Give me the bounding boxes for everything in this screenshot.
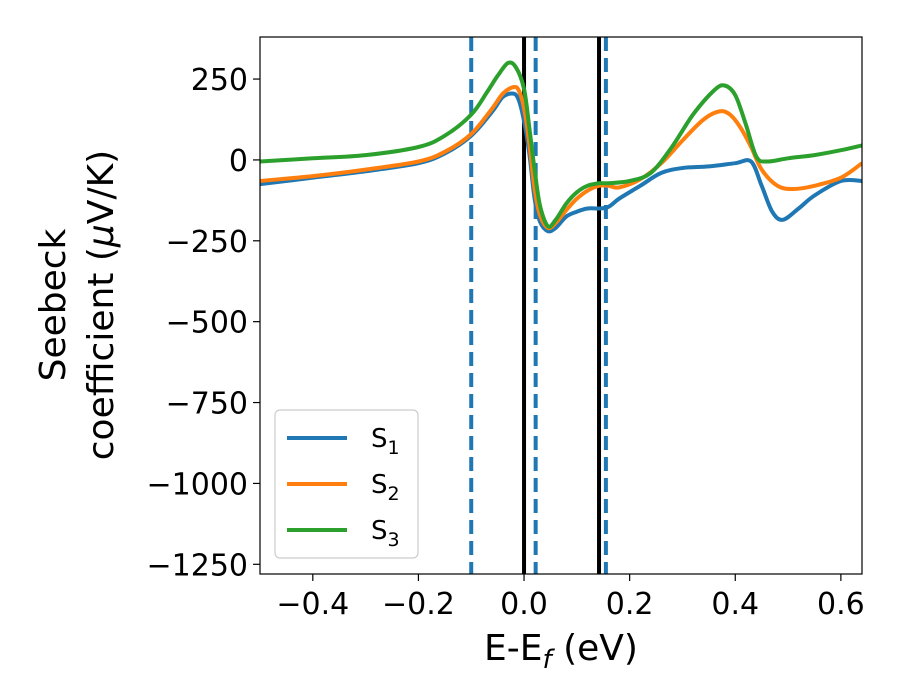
x-tick-label: 0.0	[500, 587, 548, 622]
x-tick-label: −0.4	[276, 587, 349, 622]
y-tick-label: −250	[166, 225, 248, 260]
y-axis-label-line1: Seebeck	[33, 228, 74, 381]
y-tick-label: −1000	[147, 467, 248, 502]
x-tick-label: 0.6	[817, 587, 865, 622]
series-lines	[260, 60, 862, 234]
y-ticks: 250 0 −250 −500 −750 −1000 −1250	[147, 63, 260, 583]
vertical-lines	[469, 37, 608, 574]
axis-labels: E-Ef (eV) Seebeck coefficient (μV/K)	[33, 150, 638, 675]
x-tick-label: −0.2	[382, 587, 455, 622]
axes	[259, 36, 863, 575]
x-tick-label: 0.4	[711, 587, 759, 622]
legend-label-s2: S2	[371, 470, 400, 505]
legend-label-s3: S3	[371, 516, 400, 551]
x-axis-label: E-Ef (eV)	[484, 628, 638, 675]
axes-frame	[259, 36, 863, 575]
series-line-s3	[260, 60, 862, 229]
legend: S1 S2 S3	[274, 409, 419, 559]
y-tick-label: 0	[229, 144, 248, 179]
y-tick-label: −750	[166, 387, 248, 422]
y-tick-label: −500	[166, 306, 248, 341]
x-tick-label: 0.2	[606, 587, 654, 622]
x-ticks: −0.4 −0.2 0.0 0.2 0.4 0.6	[276, 574, 865, 622]
legend-label-s1: S1	[371, 424, 400, 459]
y-tick-label: 250	[191, 63, 248, 98]
y-tick-label: −1250	[147, 548, 248, 583]
y-axis-label-line2: coefficient (μV/K)	[81, 150, 122, 460]
